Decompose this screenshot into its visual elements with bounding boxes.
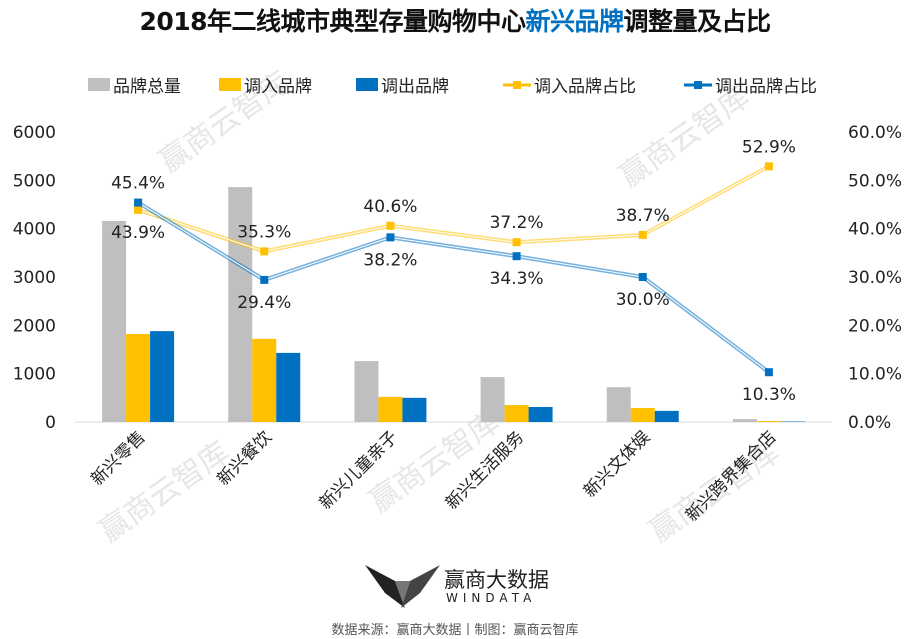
bar-in	[630, 407, 655, 422]
source-note: 数据来源：赢商大数据丨制图：赢商云智库	[331, 623, 579, 638]
data-label: 38.2%	[363, 250, 417, 270]
bar-total	[228, 187, 253, 422]
line-marker	[638, 273, 647, 281]
legend-marker	[513, 81, 521, 89]
bar-out	[402, 397, 427, 422]
y-right-tick-label: 50.0%	[848, 171, 902, 191]
line-marker	[512, 238, 521, 247]
line-in-ratio-core	[137, 165, 770, 252]
bar-total	[102, 220, 127, 422]
y-left-tick-label: 3000	[13, 268, 56, 288]
title-prefix: 2018年二线城市典型存量购物中心	[139, 7, 526, 36]
data-label: 10.3%	[742, 385, 796, 405]
chart-title: 2018年二线城市典型存量购物中心新兴品牌调整量及占比	[0, 2, 910, 38]
line-marker	[260, 247, 269, 256]
line-marker	[386, 221, 395, 230]
brand-name-en: WINDATA	[446, 591, 537, 605]
data-label: 45.4%	[111, 174, 165, 194]
y-right-tick-label: 40.0%	[848, 220, 902, 240]
legend-swatch	[219, 78, 241, 91]
line-out-ratio-core	[137, 202, 770, 373]
legend-swatch	[88, 78, 110, 91]
y-right-tick-label: 30.0%	[848, 268, 902, 288]
y-right-tick-label: 0.0%	[848, 413, 891, 433]
data-label: 52.9%	[742, 137, 796, 157]
y-right-tick-label: 10.0%	[848, 365, 902, 385]
bar-out	[150, 331, 175, 422]
bar-in	[252, 338, 277, 422]
data-label: 38.7%	[616, 206, 670, 226]
x-category-label: 新兴文体娱	[580, 427, 654, 501]
data-label: 40.6%	[363, 197, 417, 217]
y-left-tick-label: 0	[45, 413, 56, 433]
title-suffix: 调整量及占比	[623, 7, 772, 36]
bar-total	[354, 361, 379, 422]
data-label: 30.0%	[616, 290, 670, 310]
legend-label: 品牌总量	[113, 77, 181, 97]
bar-in	[504, 405, 529, 422]
bar-total	[732, 419, 757, 422]
legend-swatch	[356, 78, 378, 91]
data-label: 37.2%	[490, 213, 544, 233]
bar-in	[378, 396, 403, 422]
bar-out	[654, 410, 679, 422]
line-marker	[764, 368, 773, 377]
y-left-tick-label: 2000	[13, 316, 56, 336]
x-category-label: 新兴零售	[87, 427, 149, 489]
title-highlight: 新兴品牌	[525, 7, 625, 36]
legend-label: 调入品牌	[244, 77, 312, 97]
watermark: 赢商云智库	[613, 80, 756, 195]
line-marker	[260, 275, 269, 284]
bar-total	[480, 377, 505, 422]
line-marker	[638, 230, 647, 239]
y-right-tick-label: 20.0%	[848, 316, 902, 336]
bar-out	[528, 407, 553, 422]
bar-in	[756, 421, 781, 422]
bar-out	[276, 352, 301, 422]
line-marker	[764, 162, 773, 171]
data-label: 29.4%	[237, 293, 291, 313]
legend-label: 调入品牌占比	[534, 77, 636, 97]
line-marker	[134, 205, 143, 214]
y-left-tick-label: 6000	[13, 123, 56, 143]
data-label: 35.3%	[237, 222, 291, 242]
y-left-tick-label: 5000	[13, 171, 56, 191]
legend-label: 调出品牌	[381, 77, 449, 97]
line-marker	[134, 198, 143, 207]
windata-logo-icon	[365, 565, 440, 608]
y-right-tick-label: 60.0%	[848, 123, 902, 143]
line-marker	[386, 233, 395, 242]
bar-in	[126, 334, 151, 422]
brand-name: 赢商大数据	[444, 568, 549, 592]
legend-label: 调出品牌占比	[715, 77, 817, 97]
y-left-tick-label: 1000	[13, 365, 56, 385]
legend-marker	[694, 81, 702, 89]
line-marker	[512, 252, 521, 261]
data-label: 34.3%	[490, 269, 544, 289]
data-label: 43.9%	[111, 223, 165, 243]
y-left-tick-label: 4000	[13, 220, 56, 240]
bar-total	[606, 387, 631, 422]
